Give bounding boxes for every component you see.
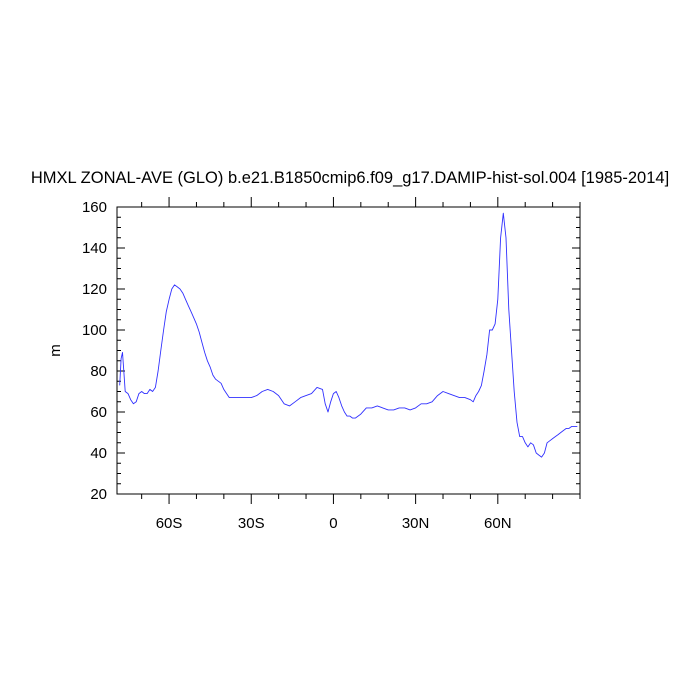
y-tick-label: 160: [82, 199, 107, 216]
y-tick-label: 100: [82, 322, 107, 339]
labels-layer: 20 40 60 80 100 120 140 160 60S 30S 0 30N 60N: [82, 199, 512, 532]
x-tick-label: 30N: [402, 515, 430, 532]
y-axis-label: m: [47, 344, 64, 357]
x-tick-label: 60S: [156, 515, 183, 532]
x-tick-label: 0: [329, 515, 337, 532]
series-layer: [119, 212, 578, 458]
ticks-layer: [117, 197, 581, 504]
y-tick-label: 40: [90, 445, 107, 462]
x-tick-label: 30S: [238, 515, 265, 532]
y-tick-label: 80: [90, 363, 107, 380]
series-line-0: [119, 212, 578, 458]
y-tick-label: 20: [90, 486, 107, 503]
x-tick-label: 60N: [484, 515, 512, 532]
chart-title: HMXL ZONAL-AVE (GLO) b.e21.B1850cmip6.f0…: [30, 169, 670, 187]
y-tick-label: 120: [82, 281, 107, 298]
plot-frame: [116, 206, 581, 495]
y-tick-label: 140: [82, 240, 107, 257]
y-tick-label: 60: [90, 404, 107, 421]
